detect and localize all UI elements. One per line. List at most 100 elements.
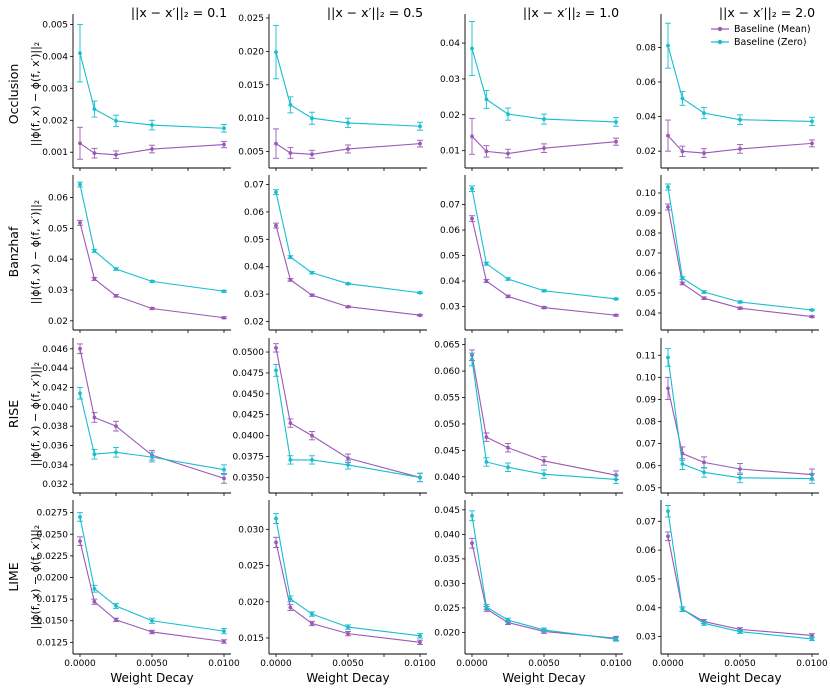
y-tick-label: 0.046 [42, 345, 68, 355]
data-point [680, 462, 685, 466]
y-tick-label: 0.030 [434, 579, 460, 589]
y-tick-label: 0.08 [636, 418, 656, 428]
series-line [79, 184, 225, 292]
series-mean [665, 376, 815, 481]
data-point [346, 121, 350, 125]
series-zero [665, 348, 815, 484]
data-point [150, 630, 154, 634]
series-mean [469, 537, 619, 641]
y-tick-label: 0.0150 [37, 617, 69, 627]
data-point [506, 112, 510, 116]
y-tick-label: 0.038 [42, 422, 68, 432]
series-mean [469, 349, 619, 480]
series-line [275, 51, 421, 127]
series-zero [469, 185, 619, 301]
data-point [666, 185, 670, 189]
x-axis-labels: Weight Decay Weight Decay Weight Decay W… [110, 671, 781, 685]
column-title-4: ||x − x′||₂ = 2.0 [719, 5, 815, 20]
data-point [222, 639, 226, 644]
x-tick-label: 0.0000 [260, 659, 292, 669]
legend-label-zero: Baseline (Zero) [734, 37, 807, 48]
series-zero [665, 22, 815, 127]
data-point [114, 604, 118, 608]
data-point [288, 457, 293, 462]
y-tick-label: 0.001 [42, 148, 68, 158]
data-point [274, 516, 278, 521]
x-tick-label: 0.0050 [136, 659, 168, 669]
y-tick-label: 0.03 [244, 290, 264, 300]
series-zero [77, 23, 227, 133]
y-axis-label-row-2: ||ϕ(f, x) − ϕ(f, x′)||₂ [29, 200, 42, 304]
x-tick-label: 0.0000 [456, 659, 488, 669]
data-point [150, 123, 154, 127]
y-tick-label: 0.034 [42, 461, 68, 471]
series-zero [273, 24, 423, 131]
panel-banzhaf-col-1: 0.02 0.03 0.04 0.05 0.06 [48, 175, 231, 333]
data-point [506, 151, 510, 156]
y-tick-label: 0.04 [636, 113, 656, 123]
data-point [738, 467, 742, 471]
y-tick-label: 0.05 [48, 224, 68, 234]
data-point [274, 345, 278, 350]
data-point [150, 147, 154, 151]
y-tick-label: 0.05 [440, 252, 460, 262]
data-point [78, 515, 82, 519]
data-point [310, 621, 314, 626]
data-point [310, 433, 314, 438]
series-line [79, 541, 225, 643]
data-point [114, 617, 118, 622]
data-point [418, 290, 422, 295]
series-mean [273, 128, 423, 159]
series-zero [77, 512, 227, 635]
y-tick-label: 0.05 [636, 289, 656, 299]
y-tick-label: 0.08 [636, 43, 656, 53]
y-tick-label: 0.06 [636, 269, 656, 279]
panel-banzhaf-col-2: 0.02 0.03 0.04 0.05 0.06 0.07 [244, 175, 427, 333]
data-point [542, 628, 546, 632]
data-point [810, 141, 814, 146]
data-point [418, 640, 422, 645]
y-tick-label: 0.004 [42, 52, 68, 62]
data-point [346, 281, 350, 286]
series-zero [665, 183, 815, 312]
x-axis-label-col-1: Weight Decay [110, 671, 193, 685]
data-point [506, 618, 510, 623]
y-tick-label: 0.06 [244, 208, 264, 218]
data-point [114, 267, 118, 271]
data-point [702, 111, 706, 116]
data-point [702, 460, 706, 465]
data-point [542, 459, 546, 463]
y-tick-label: 0.03 [440, 303, 460, 313]
legend-marker-zero [717, 39, 723, 45]
y-tick-label: 0.020 [434, 628, 460, 638]
data-point [614, 139, 618, 144]
data-point [222, 467, 226, 472]
data-point [738, 147, 742, 151]
data-point [150, 279, 154, 284]
series-line [471, 515, 617, 640]
data-point [542, 288, 546, 293]
data-point [542, 117, 546, 122]
column-titles: ||x − x′||₂ = 0.1 ||x − x′||₂ = 0.5 ||x … [131, 5, 815, 20]
data-point [614, 120, 618, 124]
data-point [738, 117, 742, 122]
y-tick-label: 0.04 [48, 255, 68, 265]
series-line [79, 516, 225, 632]
data-point [738, 300, 742, 304]
y-tick-label: 0.0500 [233, 348, 265, 358]
data-point [222, 126, 226, 131]
data-point [92, 277, 97, 281]
panel-occlusion-col-2: 0.005 0.010 0.015 0.020 0.025 [238, 14, 427, 171]
data-point [92, 151, 97, 156]
y-tick-label: 0.0275 [37, 509, 69, 519]
data-point [702, 151, 706, 155]
x-tick-label: 0.0100 [796, 659, 828, 669]
data-point [288, 102, 293, 107]
y-tick-label: 0.010 [238, 114, 264, 124]
data-point [310, 270, 314, 275]
series-line [79, 53, 225, 129]
data-point [484, 97, 489, 102]
y-tick-label: 0.05 [636, 484, 656, 494]
y-tick-label: 0.0375 [233, 453, 265, 463]
